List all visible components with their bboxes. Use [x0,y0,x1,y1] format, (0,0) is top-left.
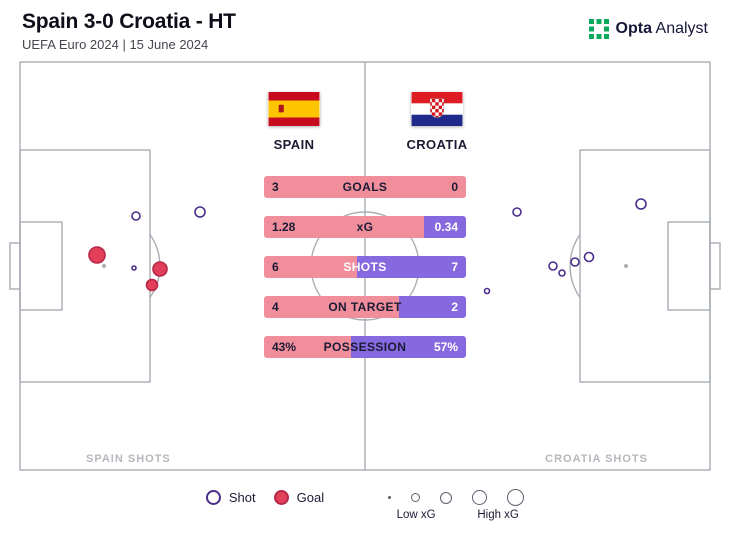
xg-scale-dot [472,490,488,505]
opta-analyst-logo: Opta Analyst [588,19,708,39]
shot-marker [570,257,580,267]
xg-scale-dot [411,493,421,502]
home-value: 6 [272,260,279,274]
bar-away-segment [398,296,466,318]
shot-marker [635,198,647,210]
away-value: 7 [451,260,458,274]
shot-marker [512,207,522,217]
croatia-flag-icon [411,92,463,126]
away-value: 0 [451,180,458,194]
bar-home-segment [264,336,351,358]
bar-home-segment [264,256,358,278]
shot-marker [131,211,141,221]
logo-word-opta: Opta [615,20,652,37]
shot-marker [583,251,595,263]
croatia-shots-label: CROATIA SHOTS [545,453,648,465]
home-team-name: SPAIN [273,137,315,152]
away-value: 2 [451,300,458,314]
penalty-spots [102,264,628,268]
xg-scale: Low xG High xG [388,487,525,521]
shot-marker [548,261,558,271]
low-xg-label: Low xG [396,509,436,521]
goal-marker [145,278,159,292]
home-value: 4 [272,300,279,314]
stat-row-xg: xG 1.28 0.34 [264,216,466,238]
stat-row-on-target: ON TARGET 4 2 [264,296,466,318]
legend-shot: Shot [205,487,256,507]
xg-scale-dot [507,489,525,506]
away-team-name: CROATIA [406,137,468,152]
spain-shots-label: SPAIN SHOTS [86,453,171,465]
header-titles: Spain 3-0 Croatia - HT UEFA Euro 2024 | … [22,10,236,52]
shot-legend-icon [205,489,221,505]
away-team-column: CROATIA [392,92,482,152]
shot-marker [558,269,566,277]
shot-markers [88,198,647,295]
bar-away-segment [350,336,466,358]
legend-goal: Goal [273,487,325,507]
shot-marker [131,265,137,271]
stat-row-possession: POSSESSION 43% 57% [264,336,466,358]
page-subtitle: UEFA Euro 2024 | 15 June 2024 [22,37,209,52]
shot-marker [194,206,206,218]
goal-legend-icon [273,489,289,505]
spain-flag-icon [268,92,320,126]
opta-logo-icon [588,19,609,39]
xg-scale-dot [440,491,453,504]
legend-goal-label: Goal [296,489,325,505]
stat-row-goals: GOALS 3 0 [264,176,466,198]
bar-home-segment [264,296,399,318]
bar-home-segment [264,176,466,198]
legend-shot-label: Shot [228,489,256,505]
xg-scale-dot [388,496,392,499]
header: Spain 3-0 Croatia - HT UEFA Euro 2024 | … [22,10,708,52]
home-team-column: SPAIN [249,92,339,152]
bar-home-segment [264,216,424,238]
goal-marker [152,261,168,277]
opta-logo-text: Opta Analyst [616,20,708,38]
stat-row-shots: SHOTS 6 7 [264,256,466,278]
xg-scale-dots [388,489,525,506]
logo-word-analyst: Analyst [655,20,708,37]
stats-bars: GOALS 3 0 xG 1.28 0.34 SHOTS 6 7 ON TARGET 4 2 POSSE… [264,176,466,376]
home-value: 43% [272,340,297,354]
bar-away-segment [423,216,466,238]
goal-marker [88,246,106,264]
stats-panel: SPAIN CROATIA GOALS 3 0 [264,92,467,382]
high-xg-label: High xG [477,509,519,521]
bar-away-segment [357,256,466,278]
away-value: 0.34 [434,220,458,234]
away-value: 57% [433,340,458,354]
shot-marker [483,287,491,295]
page-title: Spain 3-0 Croatia - HT [22,10,236,33]
home-value: 1.28 [272,220,296,234]
legend: Shot Goal Low xG High xG [0,487,730,521]
home-value: 3 [272,180,279,194]
